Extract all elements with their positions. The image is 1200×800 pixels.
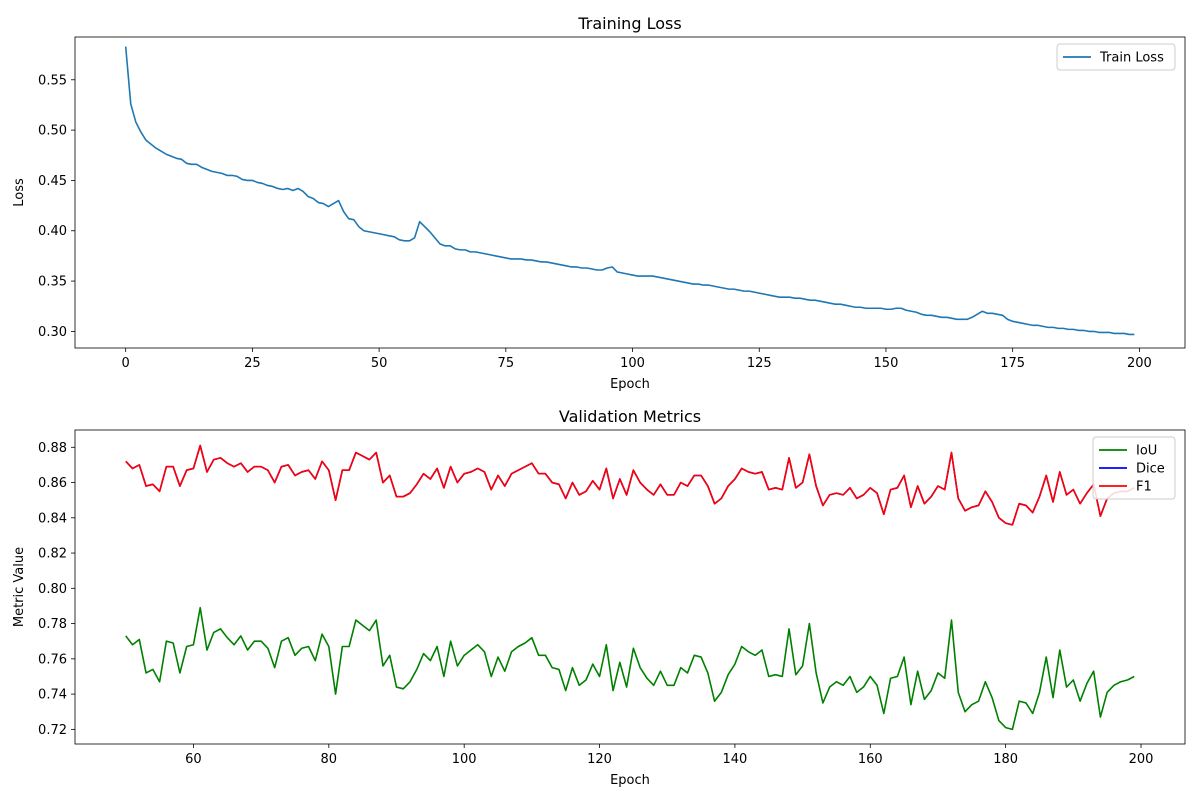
x-tick-label: 0 xyxy=(122,356,130,371)
y-axis-label: Metric Value xyxy=(12,547,27,627)
y-tick-label: 0.78 xyxy=(38,617,67,632)
series-line-train-loss xyxy=(124,46,1135,336)
legend-box xyxy=(1056,43,1176,71)
x-tick-label: 125 xyxy=(747,356,772,371)
y-tick-label: 0.55 xyxy=(38,73,67,88)
x-tick-label: 25 xyxy=(244,356,261,371)
validation-metrics-chart: Validation Metrics 60 80 100 120 140 160 180 200… xyxy=(12,407,1186,788)
x-tick-label: 150 xyxy=(874,356,899,371)
chart-title: Validation Metrics xyxy=(559,407,701,426)
x-tick-label: 75 xyxy=(498,356,515,371)
legend-label: Train Loss xyxy=(1099,51,1164,66)
x-tick-label: 160 xyxy=(858,752,883,767)
training-loss-chart: Training Loss 0 25 50 75 100 125 150 175 200 0.30 0… xyxy=(12,14,1186,392)
x-tick-label: 50 xyxy=(371,356,388,371)
y-tick-label: 0.45 xyxy=(38,174,67,189)
x-tick-label: 175 xyxy=(1000,356,1025,371)
y-tick-label: 0.50 xyxy=(38,124,67,139)
legend-box xyxy=(1092,436,1176,500)
chart-title: Training Loss xyxy=(577,14,681,33)
x-tick-label: 80 xyxy=(321,752,338,767)
x-tick-label: 200 xyxy=(1129,752,1154,767)
series-line-f1 xyxy=(125,444,1135,526)
legend-label: Dice xyxy=(1136,462,1165,477)
y-axis-label: Loss xyxy=(12,178,27,207)
x-tick-label: 100 xyxy=(620,356,645,371)
legend: IoU Dice F1 xyxy=(1092,436,1176,500)
plot-frame xyxy=(74,429,1186,745)
x-tick-label: 60 xyxy=(185,752,202,767)
y-tick-label: 0.88 xyxy=(38,441,67,456)
y-tick-label: 0.86 xyxy=(38,476,67,491)
x-axis-label: Epoch xyxy=(610,377,650,392)
legend: Train Loss xyxy=(1056,43,1176,71)
y-tick-label: 0.72 xyxy=(38,723,67,738)
series-line-iou xyxy=(125,606,1135,731)
y-tick-label: 0.80 xyxy=(38,582,67,597)
y-tick-label: 0.30 xyxy=(38,325,67,340)
x-tick-label: 100 xyxy=(452,752,477,767)
y-tick-label: 0.40 xyxy=(38,224,67,239)
x-tick-label: 180 xyxy=(993,752,1018,767)
y-tick-label: 0.82 xyxy=(38,547,67,562)
x-tick-label: 120 xyxy=(587,752,612,767)
y-tick-label: 0.84 xyxy=(38,511,67,526)
x-tick-label: 140 xyxy=(722,752,747,767)
x-tick-label: 200 xyxy=(1127,356,1152,371)
plot-frame xyxy=(74,36,1186,349)
x-axis-label: Epoch xyxy=(610,773,650,788)
y-tick-label: 0.74 xyxy=(38,688,67,703)
y-tick-label: 0.76 xyxy=(38,652,67,667)
legend-label: IoU xyxy=(1136,444,1157,459)
y-tick-label: 0.35 xyxy=(38,275,67,290)
legend-label: F1 xyxy=(1136,480,1152,495)
